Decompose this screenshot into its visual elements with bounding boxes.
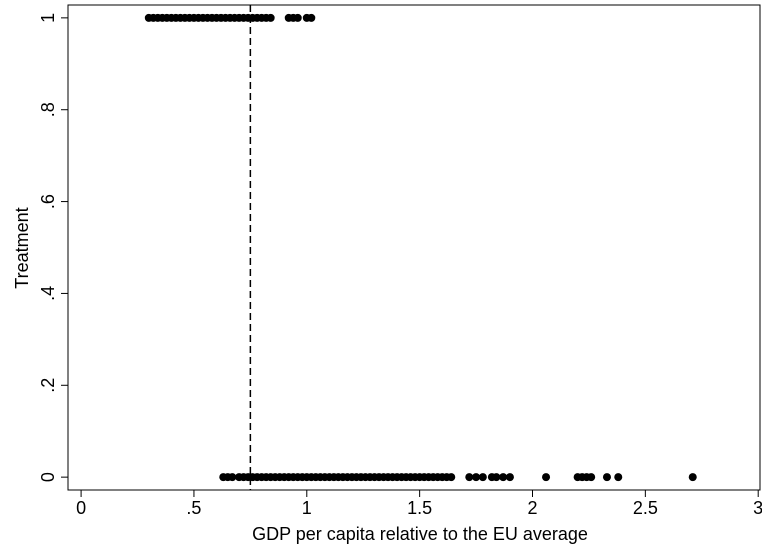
x-tick-label: 1: [302, 498, 312, 518]
x-tick-label: 1.5: [407, 498, 432, 518]
point: [505, 473, 514, 482]
x-tick-label: 2: [527, 498, 537, 518]
point: [499, 473, 508, 482]
x-tick-label: 0: [76, 498, 86, 518]
y-tick-label: .2: [38, 378, 58, 393]
y-tick-label: 0: [38, 472, 58, 482]
point: [293, 13, 302, 22]
y-axis-label: Treatment: [12, 207, 32, 288]
point: [307, 13, 316, 22]
x-tick-label: 2.5: [633, 498, 658, 518]
point: [492, 473, 501, 482]
x-tick-label: 3: [753, 498, 762, 518]
point: [478, 473, 487, 482]
point: [266, 13, 275, 22]
point: [688, 473, 697, 482]
y-tick-label: .6: [38, 194, 58, 209]
point: [602, 473, 611, 482]
point: [447, 473, 456, 482]
y-tick-label: .4: [38, 286, 58, 301]
point: [587, 473, 596, 482]
y-tick-label: 1: [38, 13, 58, 23]
point: [614, 473, 623, 482]
y-tick-label: .8: [38, 102, 58, 117]
point: [465, 473, 474, 482]
point: [228, 473, 237, 482]
x-tick-label: .5: [186, 498, 201, 518]
point: [472, 473, 481, 482]
plot-frame: [67, 4, 761, 491]
point: [542, 473, 551, 482]
x-axis-label: GDP per capita relative to the EU averag…: [252, 524, 588, 544]
